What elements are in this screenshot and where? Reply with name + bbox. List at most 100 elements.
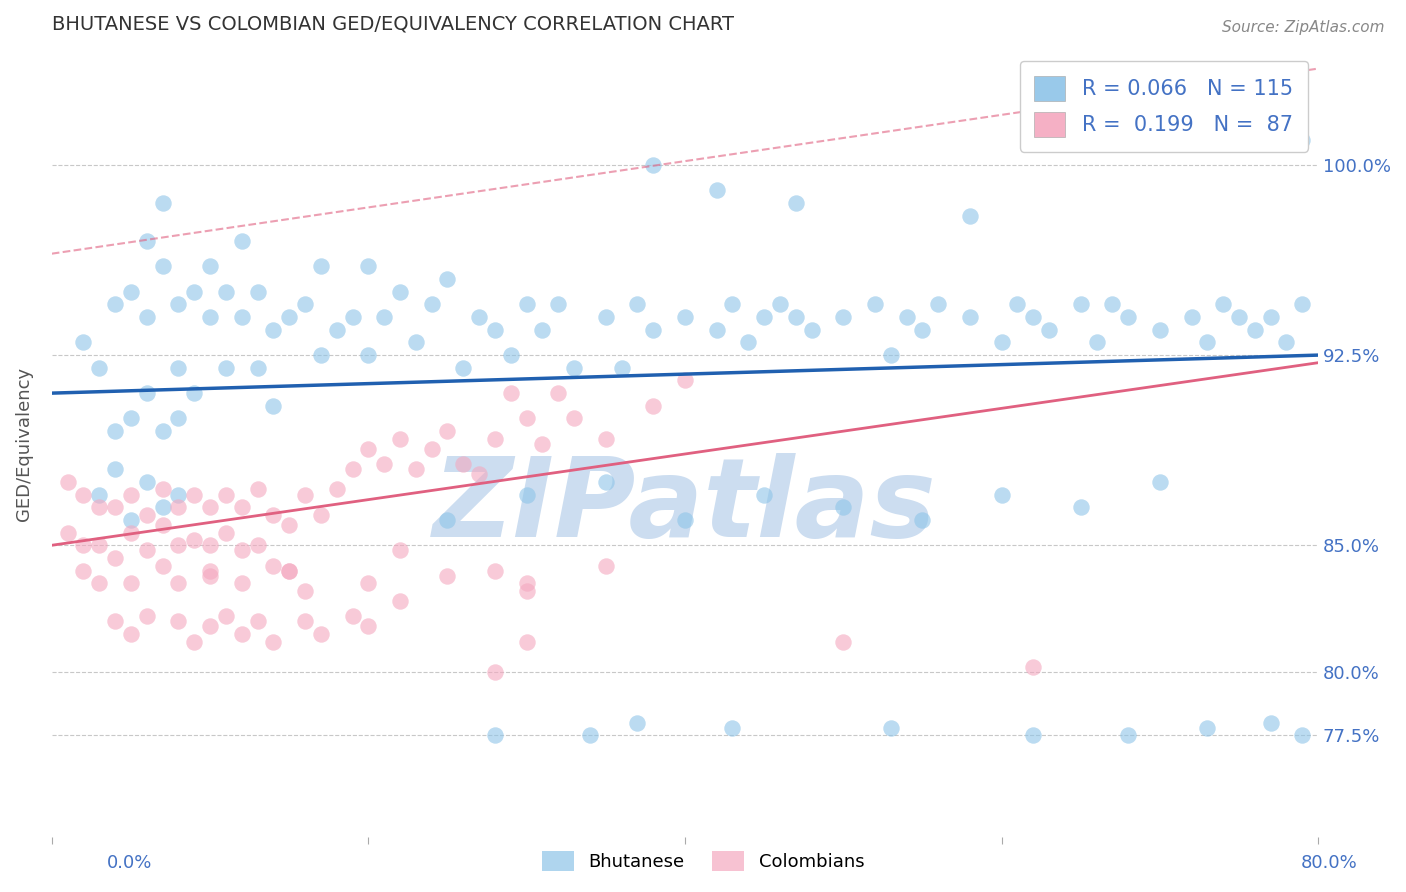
Point (785, 310, 807, 324)
Point (1243, 323, 1265, 337)
Point (152, 500, 174, 515)
Point (499, 386, 522, 401)
Text: Source: ZipAtlas.com: Source: ZipAtlas.com (1222, 20, 1385, 35)
Point (595, 475, 617, 489)
Point (1291, 728, 1313, 742)
Point (453, 457, 475, 471)
Point (309, 627, 332, 641)
Point (880, 721, 903, 735)
Point (294, 297, 316, 311)
Point (246, 538, 269, 552)
Text: 0.0%: 0.0% (107, 855, 152, 872)
Point (595, 310, 617, 324)
Point (104, 297, 127, 311)
Point (453, 360, 475, 375)
Point (120, 487, 142, 501)
Point (198, 619, 221, 633)
Point (135, 386, 157, 401)
Point (167, 538, 190, 552)
Point (484, 665, 506, 679)
Point (357, 260, 380, 274)
Point (499, 348, 522, 362)
Point (1291, 297, 1313, 311)
Point (183, 533, 205, 548)
Point (278, 564, 301, 578)
Point (1291, 132, 1313, 146)
Point (721, 721, 744, 735)
Point (120, 513, 142, 527)
Point (643, 399, 665, 413)
Point (911, 513, 934, 527)
Point (911, 323, 934, 337)
Point (1007, 297, 1029, 311)
Point (436, 568, 458, 582)
Point (309, 260, 332, 274)
Point (278, 564, 301, 578)
Point (880, 348, 903, 362)
Point (135, 543, 157, 558)
Point (1070, 297, 1092, 311)
Point (120, 411, 142, 425)
Point (737, 335, 759, 350)
Point (198, 564, 221, 578)
Point (1116, 728, 1139, 742)
Point (832, 500, 855, 515)
Point (294, 487, 316, 501)
Point (643, 158, 665, 172)
Point (135, 508, 157, 522)
Point (167, 500, 190, 515)
Point (785, 196, 807, 211)
Point (436, 272, 458, 286)
Point (198, 260, 221, 274)
Point (215, 609, 238, 624)
Point (357, 442, 380, 456)
Point (800, 323, 823, 337)
Point (531, 437, 554, 451)
Point (262, 399, 284, 413)
Point (388, 432, 411, 446)
Point (246, 483, 269, 497)
Point (135, 475, 157, 489)
Point (152, 424, 174, 438)
Point (120, 285, 142, 299)
Point (388, 543, 411, 558)
Point (152, 558, 174, 573)
Legend: Bhutanese, Colombians: Bhutanese, Colombians (534, 844, 872, 879)
Point (436, 424, 458, 438)
Point (198, 568, 221, 582)
Point (1101, 297, 1123, 311)
Point (388, 285, 411, 299)
Legend: R = 0.066   N = 115, R =  0.199   N =  87: R = 0.066 N = 115, R = 0.199 N = 87 (1019, 62, 1308, 152)
Point (198, 310, 221, 324)
Point (325, 483, 347, 497)
Point (72, 564, 94, 578)
Point (405, 335, 427, 350)
Point (262, 508, 284, 522)
Point (1038, 323, 1060, 337)
Point (673, 374, 696, 388)
Point (231, 576, 253, 591)
Point (1022, 660, 1045, 674)
Point (72, 487, 94, 501)
Point (516, 634, 538, 648)
Point (1022, 728, 1045, 742)
Point (706, 323, 728, 337)
Point (135, 310, 157, 324)
Point (832, 310, 855, 324)
Point (1197, 721, 1219, 735)
Point (1085, 335, 1108, 350)
Point (484, 728, 506, 742)
Point (215, 285, 238, 299)
Point (152, 196, 174, 211)
Point (231, 500, 253, 515)
Point (215, 360, 238, 375)
Point (959, 310, 981, 324)
Point (342, 310, 364, 324)
Point (215, 487, 238, 501)
Point (752, 310, 775, 324)
Point (484, 432, 506, 446)
Point (673, 310, 696, 324)
Point (120, 627, 142, 641)
Point (262, 558, 284, 573)
Point (231, 627, 253, 641)
